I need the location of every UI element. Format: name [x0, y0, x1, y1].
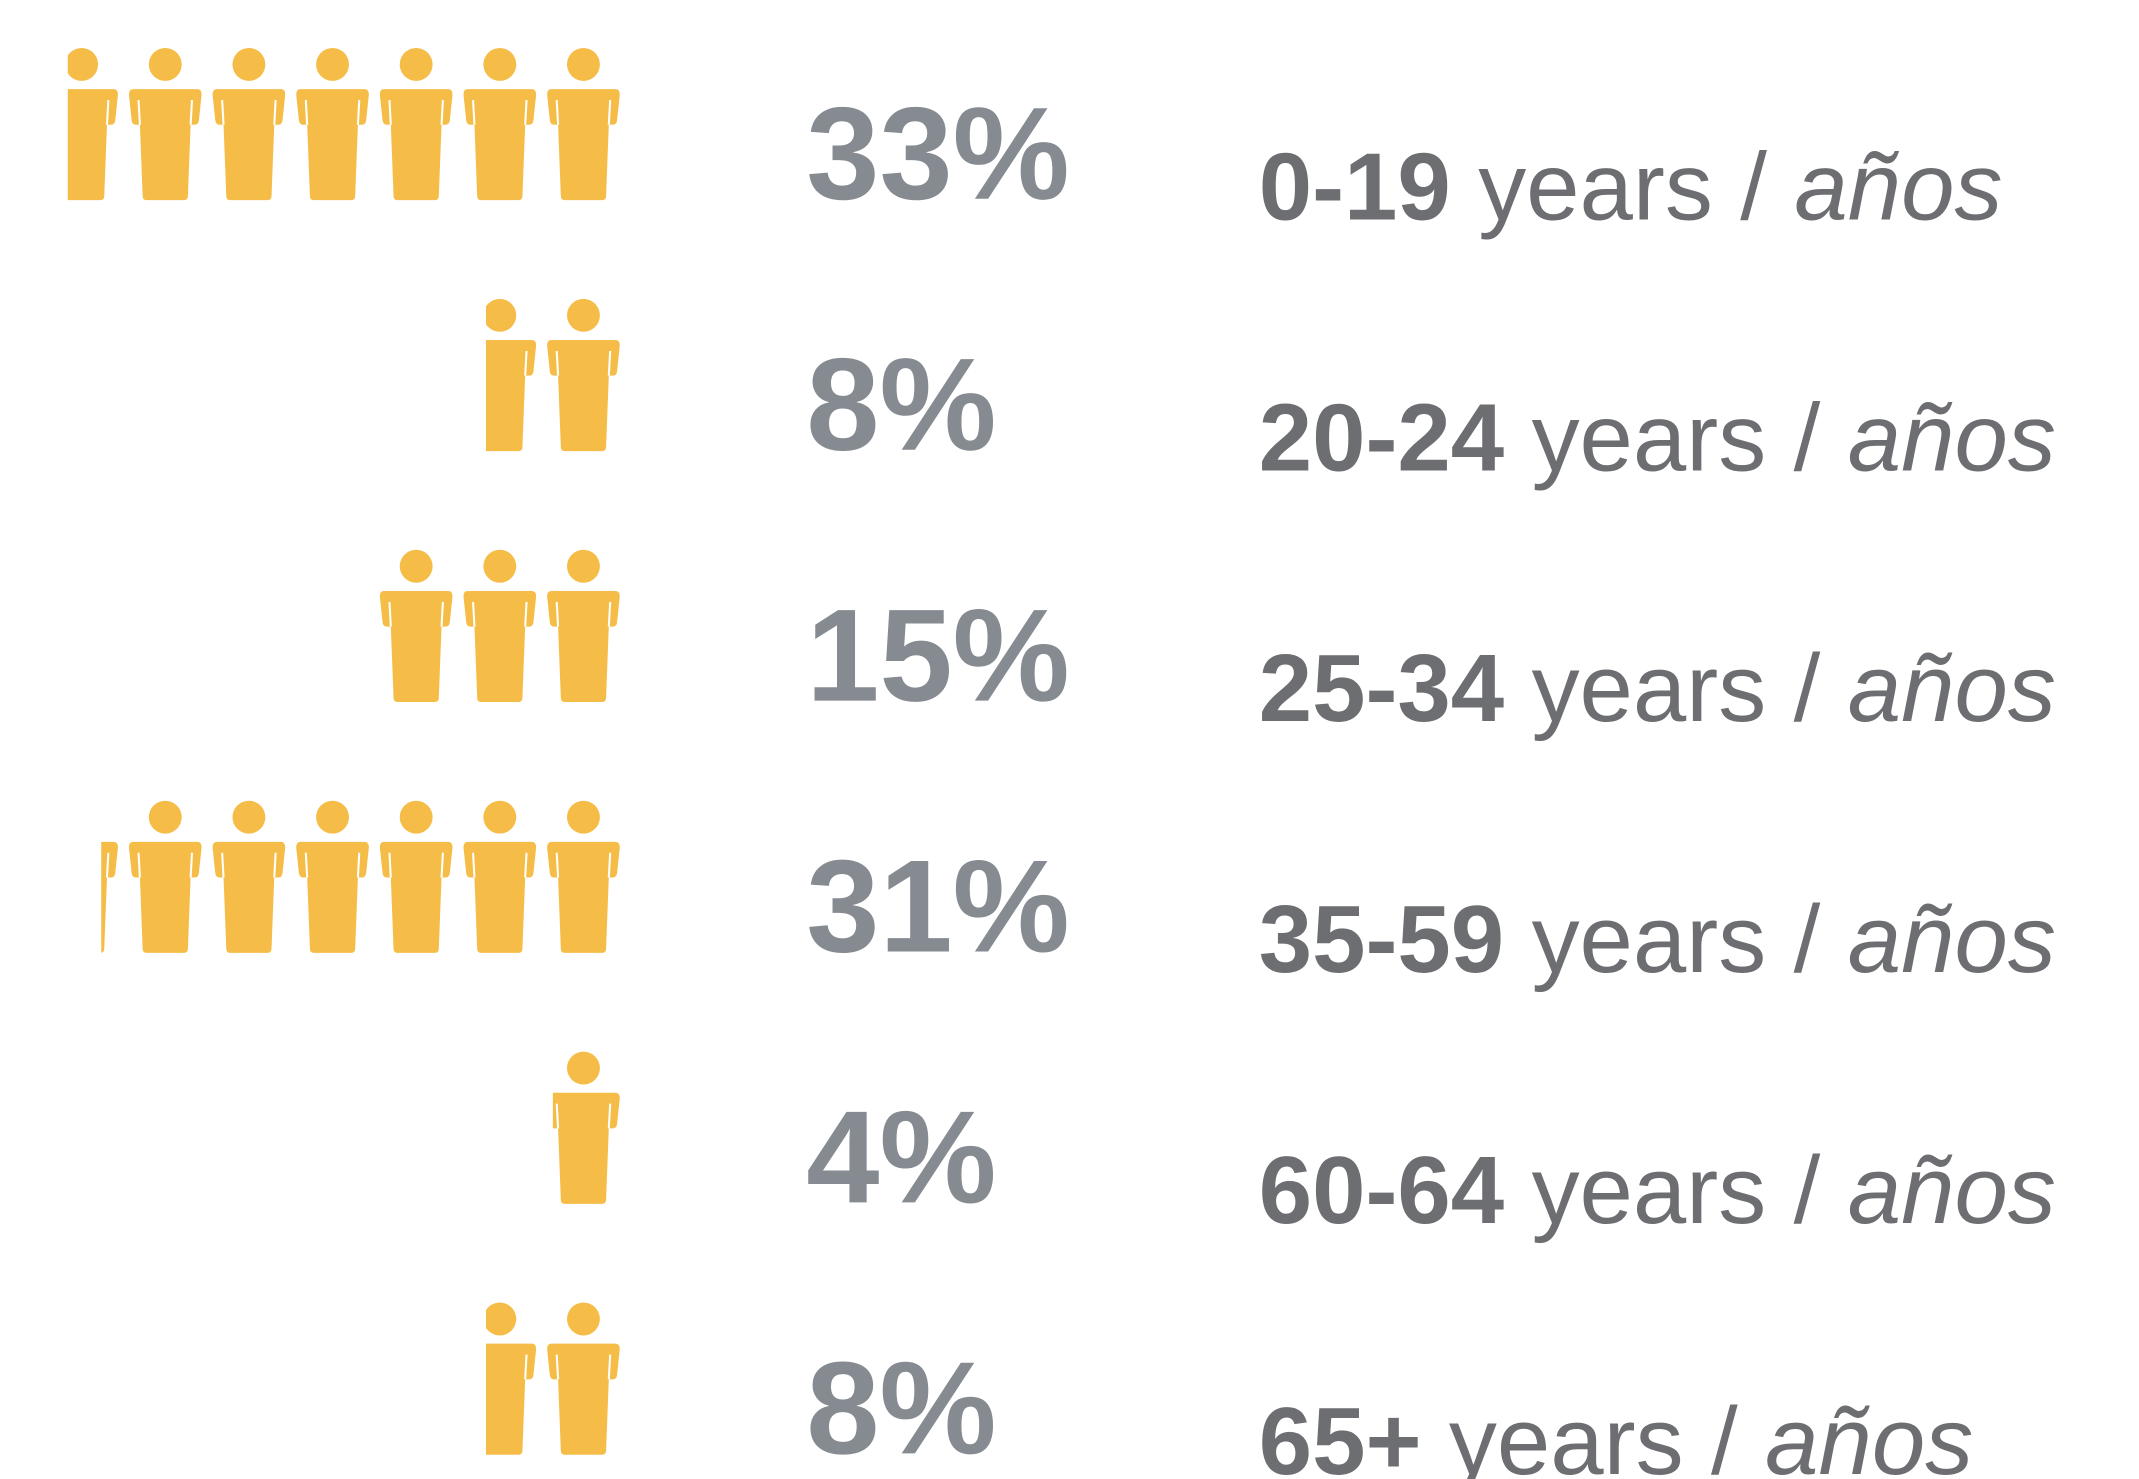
unit-en: years [1449, 1388, 1684, 1479]
category-label: 60-64 years / años [1259, 1137, 2056, 1244]
icon-row [380, 298, 620, 452]
unit-es: años [1765, 1388, 1973, 1479]
category-name: 65+ [1259, 1388, 1422, 1479]
person-icon [547, 800, 620, 953]
separator: / [1794, 635, 1821, 742]
unit-en: years [1532, 1137, 1767, 1244]
unit-en: years [1532, 635, 1767, 742]
separator: / [1711, 1388, 1738, 1479]
unit-es: años [1794, 133, 2002, 240]
value-label: 4% [806, 1083, 996, 1230]
icon-row [296, 549, 620, 703]
person-icon [212, 800, 286, 953]
person-icon [101, 841, 118, 953]
person-icon [379, 47, 453, 201]
unit-en: years [1532, 886, 1767, 993]
person-icon [485, 298, 537, 452]
person-icon [547, 1302, 620, 1455]
unit-es: años [1848, 886, 2056, 993]
person-icon [547, 298, 620, 452]
person-icon [485, 1302, 537, 1455]
unit-es: años [1848, 635, 2056, 742]
value-label: 31% [806, 833, 1069, 980]
value-label: 33% [806, 80, 1069, 227]
person-icon [296, 550, 369, 702]
separator: / [1794, 384, 1821, 491]
separator: / [1740, 133, 1767, 240]
person-icon [380, 1303, 453, 1455]
category-label: 35-59 years / años [1259, 886, 2056, 993]
unit-es: años [1848, 1137, 2056, 1244]
category-label: 0-19 years / años [1259, 133, 2003, 240]
person-icon [128, 47, 202, 201]
person-icon [463, 47, 537, 201]
person-icon [552, 1051, 620, 1204]
person-icon [212, 47, 286, 201]
person-icon [379, 549, 453, 703]
person-icon [0, 48, 34, 200]
category-name: 60-64 [1259, 1137, 1504, 1244]
icon-row [463, 1051, 620, 1204]
person-icon [296, 47, 369, 201]
unit-es: años [1848, 384, 2056, 491]
separator: / [1794, 886, 1821, 993]
person-icon [547, 549, 620, 703]
category-label: 20-24 years / años [1259, 384, 2056, 491]
person-icon [67, 47, 118, 201]
category-name: 0-19 [1259, 133, 1451, 240]
person-icon [0, 801, 34, 953]
category-label: 25-34 years / años [1259, 635, 2056, 742]
category-name: 25-34 [1259, 635, 1504, 742]
separator: / [1794, 1137, 1821, 1244]
icon-row [0, 47, 620, 201]
person-icon [380, 299, 453, 451]
value-label: 15% [806, 582, 1069, 729]
icon-row [0, 800, 620, 953]
icon-row [380, 1302, 620, 1455]
unit-en: years [1532, 384, 1767, 491]
person-icon [379, 800, 453, 953]
value-label: 8% [806, 331, 996, 478]
person-icon [128, 800, 202, 953]
person-icon [463, 549, 537, 703]
unit-en: years [1478, 133, 1713, 240]
person-icon [463, 1052, 536, 1204]
person-icon [296, 800, 369, 953]
person-icon [463, 800, 537, 953]
person-icon [547, 47, 620, 201]
category-name: 20-24 [1259, 384, 1504, 491]
category-label: 65+ years / años [1259, 1388, 1974, 1479]
value-label: 8% [806, 1334, 996, 1479]
category-name: 35-59 [1259, 886, 1504, 993]
